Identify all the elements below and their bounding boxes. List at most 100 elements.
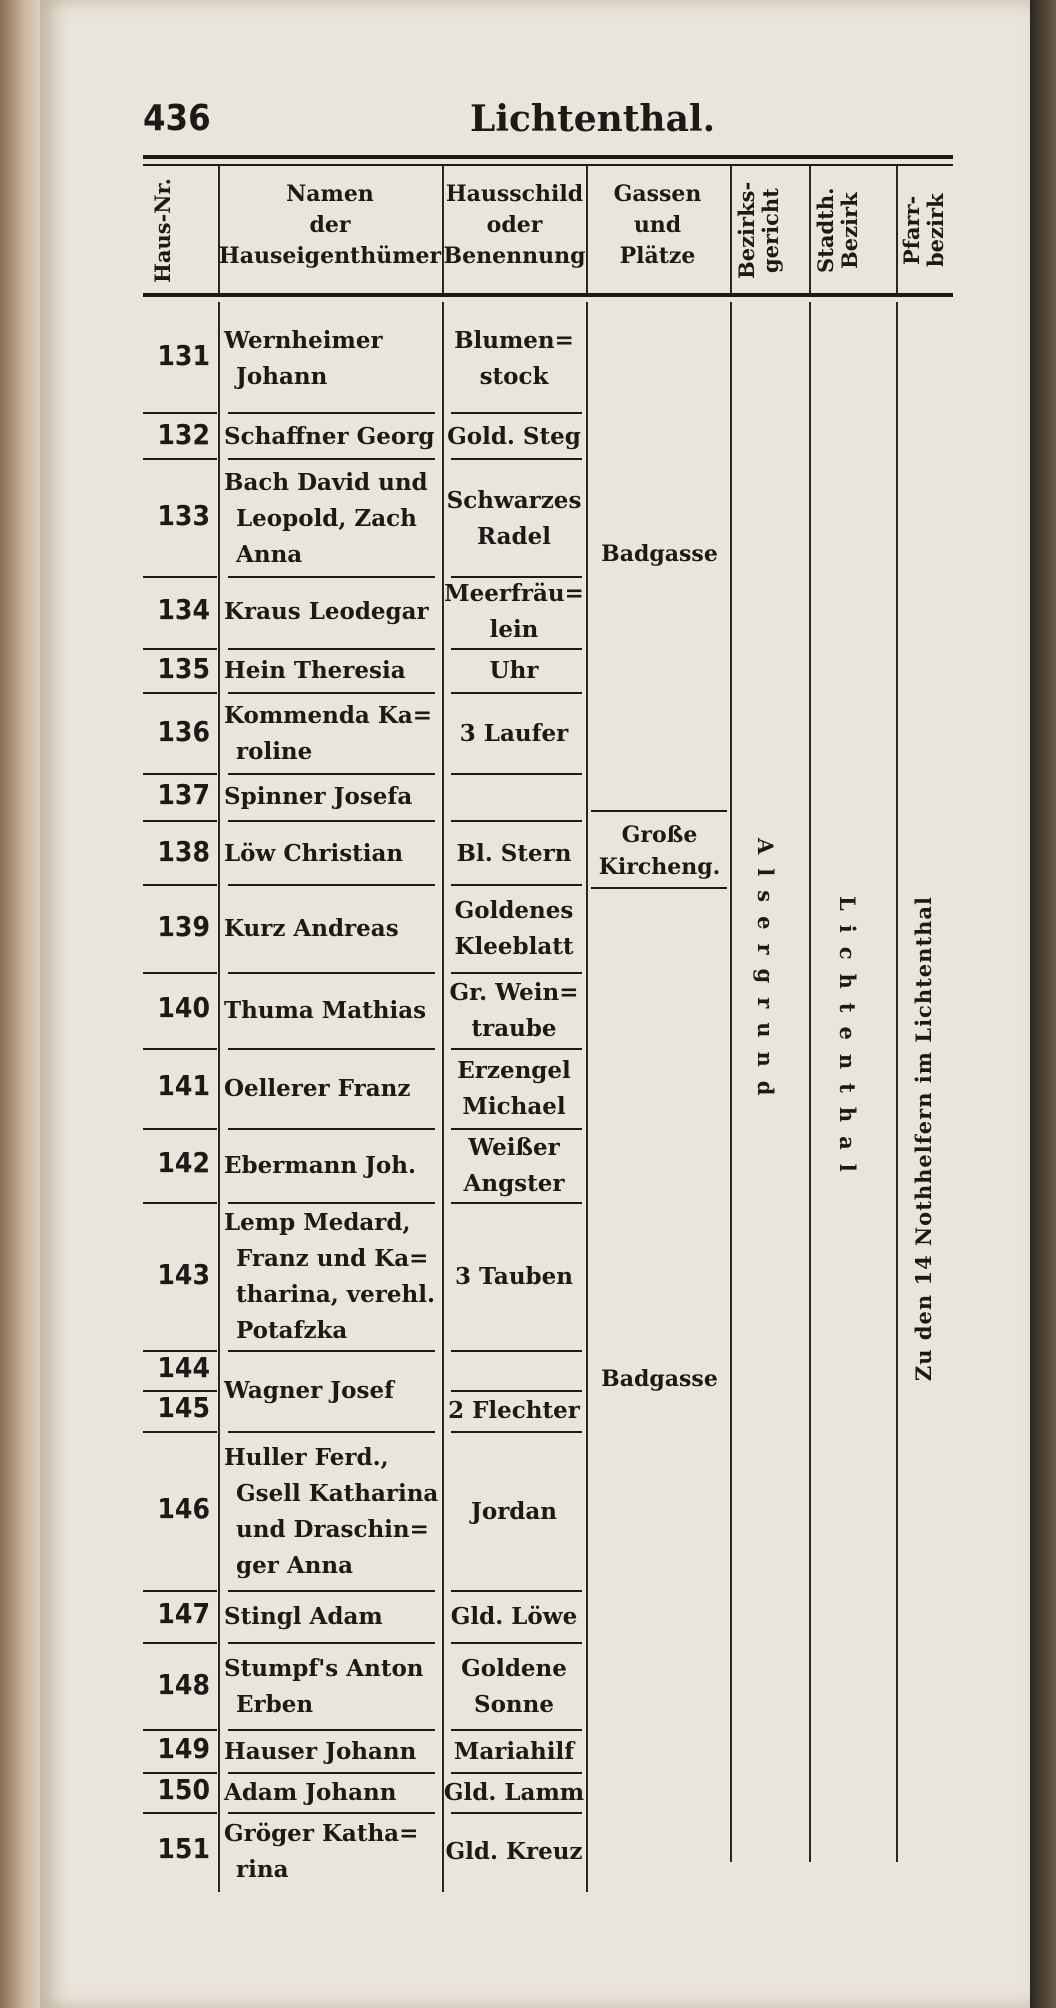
top-rule: [143, 155, 953, 159]
sign-line: Sonne: [473, 1691, 555, 1718]
sign-line: Gld. Kreuz: [445, 1838, 583, 1865]
row-rule: [451, 1812, 582, 1814]
owner-line: Thuma Mathias: [224, 997, 427, 1024]
row-rule: [228, 692, 435, 694]
column-divider: [442, 302, 444, 1892]
house-number: 146: [157, 1492, 210, 1525]
owner-name: Hauser Johann: [224, 1732, 442, 1772]
house-number: 150: [157, 1773, 210, 1806]
row-rule: [451, 692, 582, 694]
row-rule: [143, 1048, 217, 1050]
row-rule: [143, 1390, 217, 1392]
header-house-no: Haus-Nr.: [150, 178, 175, 283]
owner-line: ger Anna: [236, 1552, 354, 1579]
street-rule: [591, 810, 727, 812]
house-sign: [445, 774, 583, 820]
owner-line: Lemp Medard,: [224, 1208, 411, 1236]
book-page: [40, 0, 1030, 2008]
row-rule: [451, 1431, 582, 1433]
owner-name: Kurz Andreas: [224, 887, 442, 971]
owner-line: Johann: [236, 363, 328, 390]
house-sign: Erzengel Michael: [445, 1050, 583, 1128]
sign-line: Angster: [463, 1169, 565, 1197]
house-number: 134: [157, 593, 210, 626]
header-district-court: Bezirks-gericht: [734, 181, 783, 280]
owner-line: Stumpf's Anton: [224, 1655, 424, 1682]
column-divider: [218, 302, 220, 1892]
header-owners: Namen der Hauseigenthümer: [218, 179, 442, 272]
sign-line: Kleeblatt: [454, 933, 574, 960]
owner-line: Gsell Katharina: [236, 1480, 439, 1507]
owner-line: Schaffner Georg: [224, 423, 435, 450]
house-number: 143: [157, 1258, 210, 1291]
header-line: Benennung: [443, 243, 586, 269]
owner-name: Ebermann Joh.: [224, 1129, 442, 1202]
header-line: Plätze: [619, 243, 696, 269]
column-divider: [809, 166, 811, 293]
row-rule: [228, 1812, 435, 1814]
top-rule-thin: [143, 164, 953, 166]
house-sign: Gld. Löwe: [445, 1591, 583, 1642]
house-sign: Mariahilf: [445, 1732, 583, 1772]
row-rule: [143, 820, 217, 822]
owner-name: Wernheimer Johann: [224, 305, 442, 413]
row-rule: [228, 1048, 435, 1050]
house-sign: Goldenes Kleeblatt: [445, 887, 583, 971]
row-rule: [451, 972, 582, 974]
house-sign: Gld. Kreuz: [445, 1814, 583, 1890]
house-sign: Goldene Sonne: [445, 1645, 583, 1729]
parish-name: Zu den 14 Nothhelfern im Lichtenthal: [911, 896, 936, 1382]
row-rule: [228, 412, 435, 414]
sign-line: Meerfräu=: [444, 580, 584, 607]
owner-name: Kraus Leodegar: [224, 576, 442, 648]
column-divider: [809, 302, 811, 1862]
owner-name: Stingl Adam: [224, 1591, 442, 1642]
column-divider: [730, 166, 732, 293]
column-divider: [442, 166, 444, 293]
sign-line: 3 Tauben: [455, 1262, 573, 1290]
house-sign: 3 Tauben: [445, 1203, 583, 1350]
owner-line: und Draschin=: [236, 1516, 429, 1543]
owner-line: Erben: [236, 1691, 314, 1718]
house-number: 131: [157, 339, 210, 372]
running-head: Lichtenthal.: [470, 98, 716, 140]
row-rule: [451, 1202, 582, 1204]
sign-line: Gold. Steg: [447, 423, 581, 450]
owner-line: Ebermann Joh.: [224, 1151, 417, 1179]
owner-name: Spinner Josefa: [224, 774, 442, 820]
header-line: Hausschild: [445, 181, 584, 207]
owner-line: Kommenda Ka=: [224, 702, 433, 729]
row-rule: [451, 1048, 582, 1050]
header-line: Hauseigenthümer: [218, 243, 442, 269]
owner-line: Hein Theresia: [224, 657, 406, 684]
house-number: 135: [157, 652, 210, 685]
row-rule: [228, 1590, 435, 1592]
row-rule: [143, 1729, 217, 1731]
owner-line: tharina, verehl.: [236, 1280, 435, 1308]
row-rule: [451, 1390, 582, 1392]
row-rule: [143, 576, 217, 578]
header-line: Namen: [286, 181, 374, 207]
house-number: 141: [157, 1069, 210, 1102]
street-name: Badgasse: [589, 538, 730, 570]
row-rule: [143, 692, 217, 694]
owner-name: Oellerer Franz: [224, 1050, 442, 1128]
house-sign: Gold. Steg: [445, 416, 583, 458]
street-line: Kircheng.: [598, 854, 721, 880]
row-rule: [451, 820, 582, 822]
row-rule: [143, 1202, 217, 1204]
owner-line: roline: [236, 738, 313, 765]
sign-line: Gr. Wein=: [449, 979, 579, 1006]
row-rule: [228, 773, 435, 775]
owner-line: Adam Johann: [224, 1779, 397, 1806]
row-rule: [451, 648, 582, 650]
house-sign: Gld. Lamm: [444, 1773, 584, 1813]
sign-line: Jordan: [470, 1498, 558, 1525]
house-sign: Gr. Wein= traube: [445, 973, 583, 1049]
row-rule: [228, 820, 435, 822]
owner-name: Bach David und Leopold, Zach Anna: [224, 461, 442, 576]
house-number: 142: [157, 1146, 210, 1179]
house-sign: Meerfräu= lein: [444, 576, 584, 648]
owner-name: Hein Theresia: [224, 649, 442, 693]
row-rule: [228, 1350, 435, 1352]
